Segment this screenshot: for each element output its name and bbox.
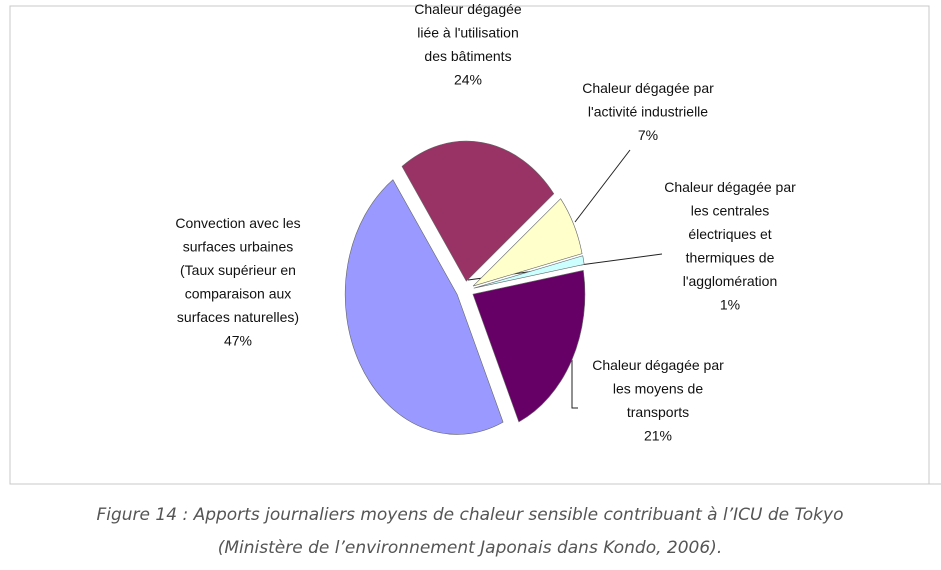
leader-line: [574, 149, 631, 223]
slice-label: Chaleur dégagée par les centrales électriq…: [664, 179, 796, 289]
pie-slice: [472, 270, 586, 423]
pie-slice: [401, 140, 555, 282]
value-label: 24%: [454, 72, 482, 88]
leader-line: [571, 360, 578, 409]
slice-label: Chaleur dégagée par les moyens de transpor…: [592, 357, 724, 420]
caption: Figure 14 : Apports journaliers moyens d…: [96, 505, 843, 525]
slice-label: Convection avec les surfaces urbaines (Tau…: [175, 215, 300, 325]
pie-slice: [344, 179, 504, 435]
value-label: 7%: [638, 127, 658, 143]
slice-label: Chaleur dégagée liée à l'utilisation des b…: [414, 1, 522, 64]
value-label: 21%: [644, 428, 672, 444]
value-label: 47%: [224, 333, 252, 349]
slice-label: Chaleur dégagée par l'activité industriel…: [582, 80, 714, 120]
caption: (Ministère de l’environnement Japonais d…: [218, 538, 722, 558]
pie-slice: [473, 255, 585, 289]
pie-slice: [472, 198, 583, 287]
value-label: 1%: [720, 297, 740, 313]
